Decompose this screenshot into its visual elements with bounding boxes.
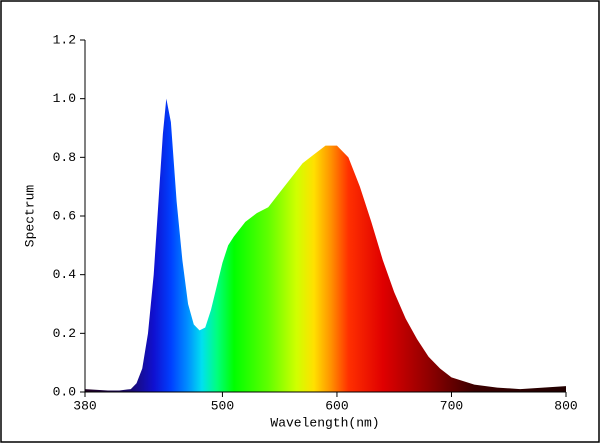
y-tick-label: 0.0 [53, 384, 76, 399]
y-axis-title: Spectrum [22, 185, 37, 248]
y-tick-label: 0.2 [53, 326, 76, 341]
x-tick-label: 600 [325, 398, 348, 413]
x-tick-label: 380 [73, 398, 96, 413]
x-tick-label: 700 [440, 398, 463, 413]
y-tick-label: 1.2 [53, 32, 76, 47]
x-tick-label: 500 [211, 398, 234, 413]
y-tick-label: 0.6 [53, 208, 76, 223]
x-axis-title: Wavelength(nm) [270, 415, 379, 430]
x-tick-label: 800 [554, 398, 577, 413]
spectrum-area [85, 98, 566, 393]
y-tick-label: 1.0 [53, 91, 76, 106]
y-tick-label: 0.8 [53, 150, 76, 165]
y-tick-label: 0.4 [53, 267, 77, 282]
